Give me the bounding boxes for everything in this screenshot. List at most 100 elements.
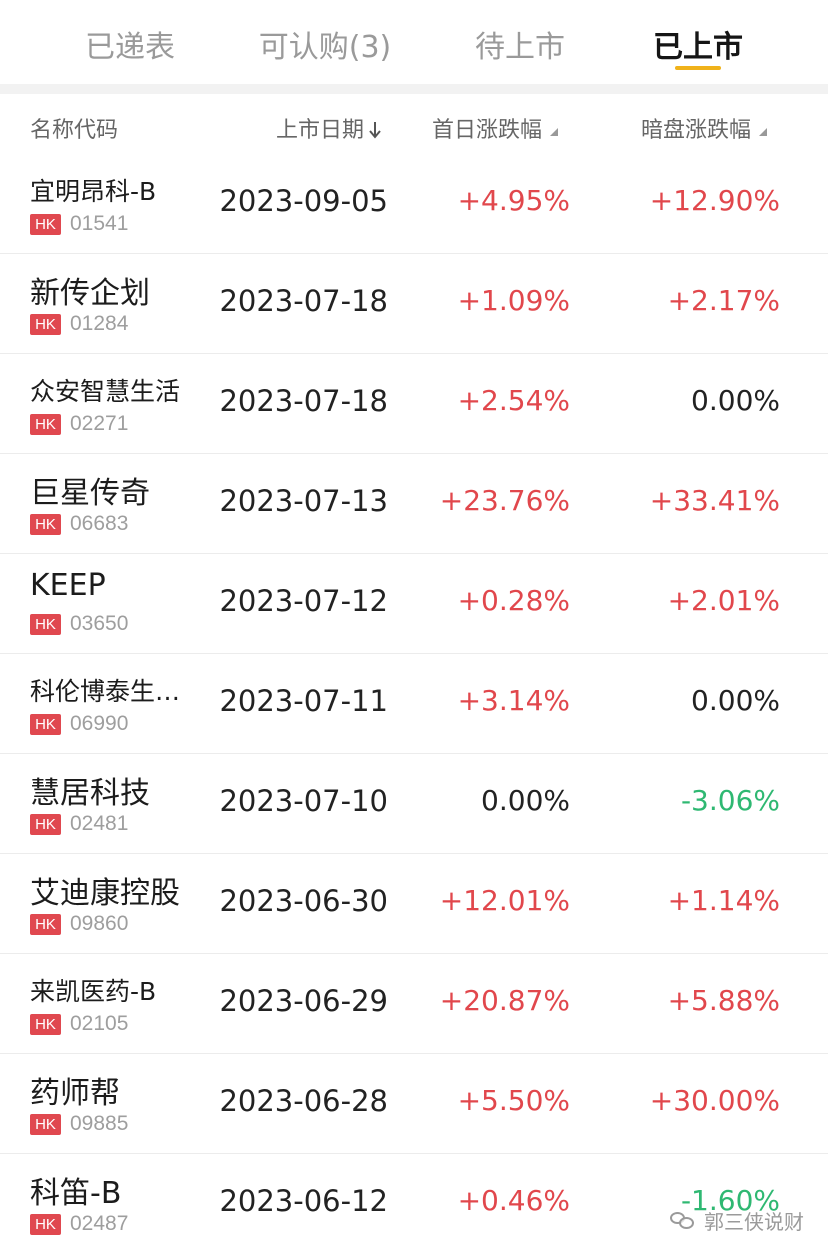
table-row[interactable]: 药师帮 HK 09885 2023-06-28 +5.50% +30.00%	[0, 1054, 828, 1154]
day1-change: 0.00%	[481, 784, 570, 817]
listing-date: 2023-07-18	[219, 384, 388, 418]
dark-change: +33.41%	[649, 484, 780, 517]
day1-change: +23.76%	[439, 484, 570, 517]
stock-code: 09885	[70, 1112, 129, 1135]
stock-name: 科伦博泰生物...	[30, 677, 202, 706]
listing-date: 2023-07-18	[219, 284, 388, 318]
dark-change: 0.00%	[691, 384, 780, 417]
section-divider	[0, 84, 828, 94]
listing-date: 2023-07-12	[219, 584, 388, 618]
stock-name: 新传企划	[30, 276, 150, 311]
stock-name: 药师帮	[30, 1076, 120, 1111]
day1-change: +4.95%	[457, 184, 570, 217]
market-badge: HK	[30, 414, 61, 435]
market-badge: HK	[30, 814, 61, 835]
column-name-code: 名称代码	[30, 118, 119, 143]
wechat-icon	[670, 1210, 696, 1230]
stock-name: 慧居科技	[30, 776, 150, 811]
listing-date: 2023-06-30	[219, 884, 388, 918]
column-label: 首日涨跌幅	[432, 118, 543, 143]
column-label: 上市日期	[276, 118, 365, 143]
market-badge: HK	[30, 914, 61, 935]
column-label: 暗盘涨跌幅	[641, 118, 752, 143]
dark-change: -1.60%	[680, 1184, 780, 1217]
market-badge: HK	[30, 1214, 61, 1235]
stock-code: 01284	[70, 312, 129, 335]
stock-code: 02481	[70, 812, 129, 835]
column-header: 名称代码 上市日期 首日涨跌幅 暗盘涨跌幅	[0, 94, 828, 154]
sort-desc-icon	[369, 122, 381, 139]
stock-name: KEEP	[30, 568, 106, 603]
stock-code: 03650	[70, 612, 129, 635]
day1-change: +0.28%	[457, 584, 570, 617]
tab-upcoming[interactable]: 待上市	[430, 0, 610, 84]
table-row[interactable]: 艾迪康控股 HK 09860 2023-06-30 +12.01% +1.14%	[0, 854, 828, 954]
tab-listed[interactable]: 已上市	[608, 0, 788, 84]
stock-code: 02487	[70, 1212, 129, 1235]
table-row[interactable]: 新传企划 HK 01284 2023-07-18 +1.09% +2.17%	[0, 254, 828, 354]
market-badge: HK	[30, 214, 61, 235]
stock-code: 02105	[70, 1012, 129, 1035]
market-badge: HK	[30, 514, 61, 535]
market-badge: HK	[30, 1014, 61, 1035]
listing-date: 2023-06-29	[219, 984, 388, 1018]
sort-triangle-icon	[550, 128, 559, 136]
listing-date: 2023-06-28	[219, 1084, 388, 1118]
tab-bar: 已递表 可认购(3) 待上市 已上市	[0, 0, 828, 84]
watermark-text: 郭三侠说财	[704, 1209, 804, 1234]
day1-change: +20.87%	[439, 984, 570, 1017]
stock-code: 01541	[70, 212, 129, 235]
table-row[interactable]: 巨星传奇 HK 06683 2023-07-13 +23.76% +33.41%	[0, 454, 828, 554]
tab-label: 已上市	[653, 30, 743, 65]
column-listing-date[interactable]: 上市日期	[276, 112, 382, 144]
market-badge: HK	[30, 1114, 61, 1135]
dark-change: +1.14%	[667, 884, 780, 917]
market-badge: HK	[30, 714, 61, 735]
tab-filed[interactable]: 已递表	[40, 0, 220, 84]
table-row[interactable]: KEEP HK 03650 2023-07-12 +0.28% +2.01%	[0, 554, 828, 654]
table-row[interactable]: 来凯医药-B HK 02105 2023-06-29 +20.87% +5.88%	[0, 954, 828, 1054]
tab-subscribable[interactable]: 可认购(3)	[235, 0, 415, 84]
day1-change: +2.54%	[457, 384, 570, 417]
tab-label: 已递表	[85, 30, 175, 65]
column-day1-change[interactable]: 首日涨跌幅	[432, 112, 560, 144]
stock-name: 艾迪康控股	[30, 876, 180, 911]
stock-name: 科笛-B	[30, 1176, 122, 1211]
table-row[interactable]: 宜明昂科-B HK 01541 2023-09-05 +4.95% +12.90%	[0, 154, 828, 254]
stock-name: 巨星传奇	[30, 476, 150, 511]
listing-date: 2023-06-12	[219, 1184, 388, 1218]
stock-code: 06990	[70, 712, 129, 735]
stock-name: 来凯医药-B	[30, 977, 157, 1006]
stock-name: 宜明昂科-B	[30, 177, 157, 206]
dark-change: 0.00%	[691, 684, 780, 717]
active-tab-underline	[675, 66, 721, 70]
stock-name: 众安智慧生活	[30, 377, 181, 406]
listing-date: 2023-07-10	[219, 784, 388, 818]
market-badge: HK	[30, 614, 61, 635]
sort-triangle-icon	[759, 128, 768, 136]
table-row[interactable]: 慧居科技 HK 02481 2023-07-10 0.00% -3.06%	[0, 754, 828, 854]
day1-change: +3.14%	[457, 684, 570, 717]
stock-code: 09860	[70, 912, 129, 935]
table-row[interactable]: 众安智慧生活 HK 02271 2023-07-18 +2.54% 0.00%	[0, 354, 828, 454]
dark-change: -3.06%	[680, 784, 780, 817]
dark-change: +2.01%	[667, 584, 780, 617]
table-row[interactable]: 科笛-B HK 02487 2023-06-12 +0.46% -1.60%	[0, 1154, 828, 1253]
table-row[interactable]: 科伦博泰生物... HK 06990 2023-07-11 +3.14% 0.00%	[0, 654, 828, 754]
day1-change: +1.09%	[457, 284, 570, 317]
tab-label: 可认购(3)	[258, 30, 392, 65]
day1-change: +5.50%	[457, 1084, 570, 1117]
dark-change: +5.88%	[667, 984, 780, 1017]
listing-date: 2023-07-13	[219, 484, 388, 518]
watermark: 郭三侠说财	[670, 1205, 804, 1235]
dark-change: +12.90%	[649, 184, 780, 217]
day1-change: +12.01%	[439, 884, 570, 917]
market-badge: HK	[30, 314, 61, 335]
dark-change: +30.00%	[649, 1084, 780, 1117]
listing-date: 2023-09-05	[219, 184, 388, 218]
column-dark-change[interactable]: 暗盘涨跌幅	[641, 112, 769, 144]
stock-code: 06683	[70, 512, 129, 535]
stock-code: 02271	[70, 412, 129, 435]
day1-change: +0.46%	[457, 1184, 570, 1217]
dark-change: +2.17%	[667, 284, 780, 317]
